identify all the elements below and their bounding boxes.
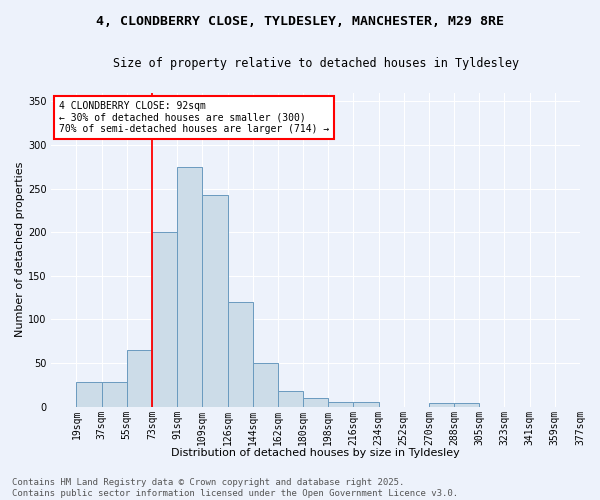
Text: 4, CLONDBERRY CLOSE, TYLDESLEY, MANCHESTER, M29 8RE: 4, CLONDBERRY CLOSE, TYLDESLEY, MANCHEST… <box>96 15 504 28</box>
Bar <box>278 391 303 406</box>
Bar <box>328 402 353 406</box>
Bar <box>303 398 328 406</box>
Y-axis label: Number of detached properties: Number of detached properties <box>15 162 25 338</box>
Bar <box>202 194 227 406</box>
Bar <box>227 302 253 406</box>
Text: Contains HM Land Registry data © Crown copyright and database right 2025.
Contai: Contains HM Land Registry data © Crown c… <box>12 478 458 498</box>
Bar <box>429 403 454 406</box>
Bar <box>127 350 152 406</box>
Bar <box>101 382 127 406</box>
Bar <box>353 402 379 406</box>
Bar <box>454 403 479 406</box>
Bar <box>253 363 278 406</box>
Title: Size of property relative to detached houses in Tyldesley: Size of property relative to detached ho… <box>113 58 518 70</box>
X-axis label: Distribution of detached houses by size in Tyldesley: Distribution of detached houses by size … <box>171 448 460 458</box>
Bar <box>177 166 202 406</box>
Text: 4 CLONDBERRY CLOSE: 92sqm
← 30% of detached houses are smaller (300)
70% of semi: 4 CLONDBERRY CLOSE: 92sqm ← 30% of detac… <box>59 101 329 134</box>
Bar <box>76 382 101 406</box>
Bar <box>152 232 177 406</box>
